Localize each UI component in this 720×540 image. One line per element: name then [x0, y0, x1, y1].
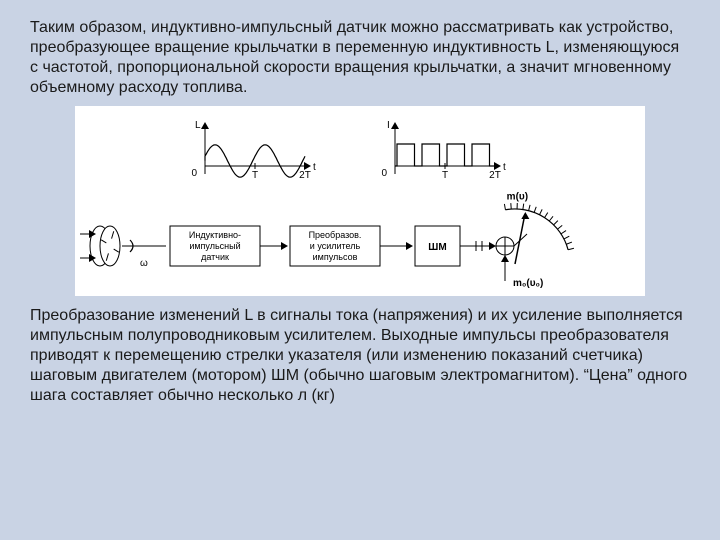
svg-text:импульсов: импульсов — [313, 252, 358, 262]
svg-text:m₀(υ₀): m₀(υ₀) — [513, 278, 543, 289]
svg-text:ШМ: ШМ — [428, 242, 446, 253]
bottom-paragraph: Преобразование изменений L в сигналы ток… — [30, 306, 690, 406]
svg-text:t: t — [503, 162, 506, 173]
svg-text:Преобразов.: Преобразов. — [309, 230, 362, 240]
svg-text:2T: 2T — [489, 170, 501, 181]
svg-text:T: T — [252, 170, 258, 181]
svg-text:и усилитель: и усилитель — [310, 241, 361, 251]
svg-text:2T: 2T — [299, 170, 311, 181]
svg-text:t: t — [313, 162, 316, 173]
block-diagram: Lt 0 T 2T It 0 T 2T ω Индуктивно-импульсныйдатчик… — [30, 106, 690, 296]
svg-text:0: 0 — [191, 168, 197, 179]
svg-text:T: T — [442, 170, 448, 181]
top-paragraph: Таким образом, индуктивно-импульсный дат… — [30, 18, 690, 98]
svg-text:датчик: датчик — [201, 252, 229, 262]
svg-text:ω: ω — [140, 258, 148, 269]
svg-text:L: L — [195, 120, 201, 131]
svg-text:0: 0 — [381, 168, 387, 179]
svg-text:I: I — [387, 120, 390, 131]
svg-text:Индуктивно-: Индуктивно- — [189, 230, 241, 240]
svg-text:импульсный: импульсный — [189, 241, 240, 251]
svg-text:m(υ): m(υ) — [507, 192, 528, 203]
